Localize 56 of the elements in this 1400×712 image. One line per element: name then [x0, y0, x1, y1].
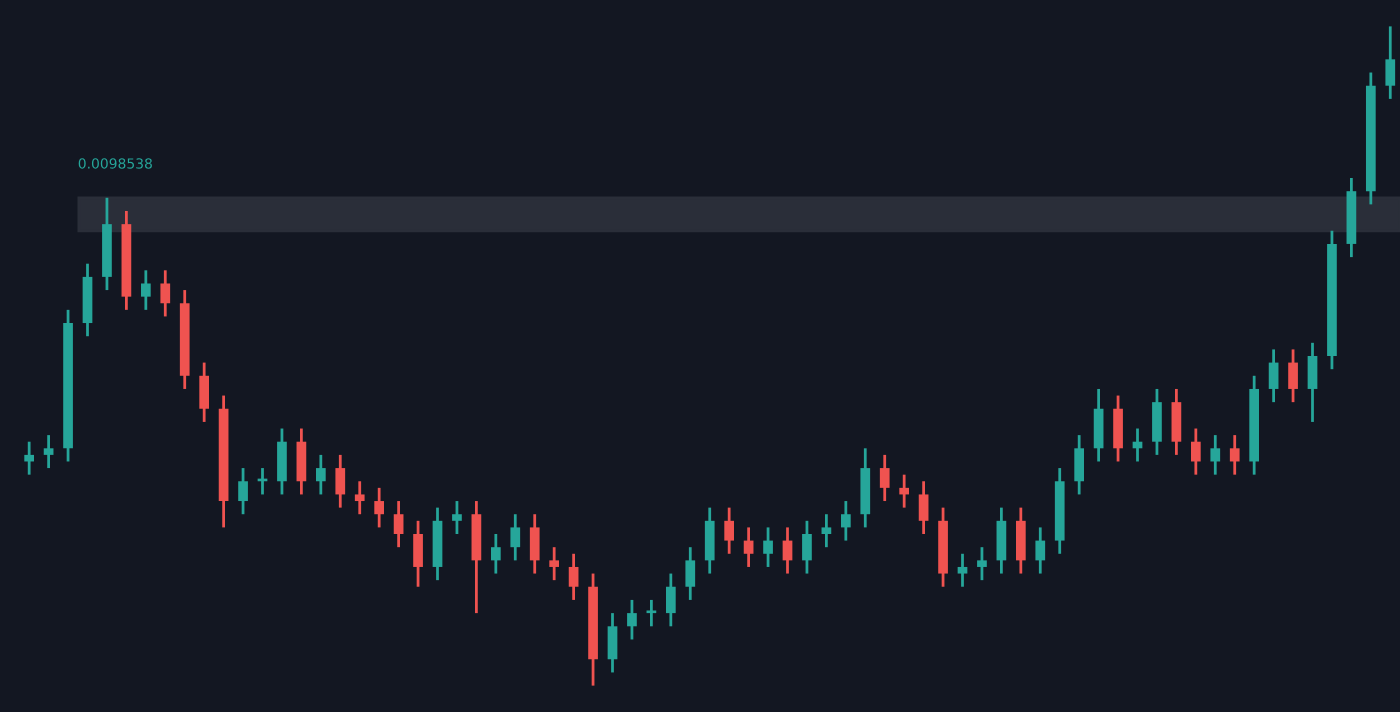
candlestick [393, 499, 404, 549]
candlestick [802, 519, 812, 575]
candlestick [296, 427, 307, 496]
candlestick [704, 506, 715, 575]
candlestick [140, 268, 151, 312]
candlestick [1229, 433, 1240, 477]
candlestick [996, 506, 1007, 575]
candlestick [627, 598, 637, 641]
candlestick [160, 268, 171, 318]
candlestick [1268, 348, 1279, 404]
candlestick [43, 433, 54, 470]
candlestick [743, 526, 754, 569]
candlestick [82, 262, 93, 338]
candlestick [1210, 433, 1221, 477]
candlestick [568, 552, 579, 602]
candlestick [899, 473, 910, 510]
candlestick [1288, 348, 1298, 404]
candlestick [1307, 341, 1318, 424]
candlestick [549, 545, 560, 582]
candlestick [354, 479, 365, 516]
candlestick [685, 545, 696, 602]
candlestick [277, 427, 287, 496]
candlestick [413, 519, 423, 589]
candlestick [1035, 526, 1046, 575]
candlestick [879, 453, 890, 503]
candlestick [957, 552, 968, 589]
candlestick [432, 506, 443, 582]
candlestick [977, 545, 987, 582]
candlestick [490, 532, 501, 575]
candlestick [452, 499, 462, 536]
candlestick [1190, 427, 1201, 477]
candlestick [510, 512, 521, 562]
candlestick [529, 512, 540, 575]
candlestick [763, 526, 773, 569]
candlestick [1074, 433, 1085, 496]
candlestick [665, 572, 676, 628]
candlestick [1385, 24, 1396, 101]
candlestick [1015, 506, 1026, 575]
candlestick [199, 361, 210, 424]
candlestick [1171, 387, 1182, 457]
candlestick [24, 440, 35, 477]
candlestick [1152, 387, 1162, 457]
candlestick [1113, 394, 1123, 463]
candlestick [646, 598, 657, 628]
candlestick [335, 453, 346, 510]
candlestick [724, 506, 735, 556]
candlestick [315, 453, 326, 496]
candlestick [374, 486, 385, 529]
candlestick [821, 512, 832, 549]
candlestick [860, 446, 871, 529]
candlestick [238, 466, 248, 516]
candlestick [607, 611, 618, 674]
candlestick [918, 479, 929, 536]
candlestick [840, 499, 851, 542]
candlestick [1093, 387, 1104, 463]
candlestick [471, 499, 482, 615]
